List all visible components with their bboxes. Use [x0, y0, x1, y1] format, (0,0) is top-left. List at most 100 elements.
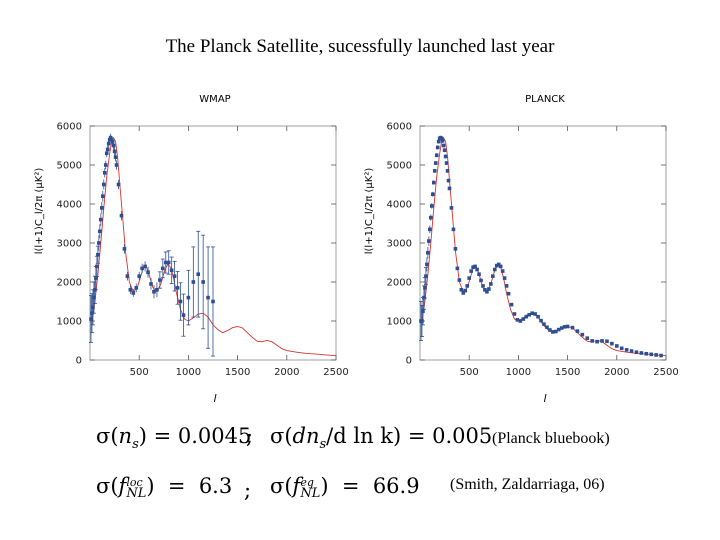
- data-point: [545, 325, 549, 330]
- data-point: [424, 274, 428, 278]
- y-tick-label: 3000: [387, 239, 412, 250]
- data-point: [97, 241, 101, 245]
- data-point: [114, 163, 119, 167]
- data-point: [459, 288, 464, 292]
- data-point: [498, 264, 503, 269]
- data-point: [113, 155, 118, 159]
- data-point: [143, 264, 147, 269]
- data-point: [504, 284, 509, 288]
- data-point: [178, 299, 183, 304]
- data-point: [605, 339, 609, 344]
- data-point: [585, 336, 590, 340]
- eq-tail: /d ln k) = 0.005: [326, 424, 493, 448]
- data-point: [100, 206, 104, 210]
- data-point: [590, 339, 594, 343]
- data-point: [423, 286, 427, 290]
- data-point: [201, 280, 205, 284]
- data-point: [639, 351, 644, 355]
- data-point: [206, 295, 210, 300]
- data-point: [445, 169, 450, 173]
- eq-sub: NL: [126, 485, 147, 501]
- data-point: [101, 182, 106, 187]
- eq-sub: s: [319, 437, 327, 453]
- data-point: [556, 327, 561, 332]
- eq-head: σ(: [96, 424, 119, 448]
- data-point: [175, 286, 180, 290]
- data-point: [610, 341, 614, 346]
- data-point: [500, 269, 505, 273]
- x-tick-label: 500: [130, 367, 149, 378]
- x-tick-label: 2500: [653, 367, 678, 378]
- data-point: [91, 305, 95, 310]
- x-tick-label: 2000: [274, 367, 299, 378]
- data-point: [487, 287, 491, 291]
- y-tick-label: 6000: [57, 122, 82, 133]
- y-tick-label: 3000: [57, 239, 82, 250]
- data-point: [95, 264, 99, 269]
- data-point: [436, 139, 441, 144]
- data-point: [465, 284, 470, 288]
- data-point: [492, 267, 497, 272]
- eq-head: σ(: [270, 474, 293, 498]
- data-point: [453, 247, 458, 251]
- data-point: [447, 186, 452, 191]
- data-point: [481, 284, 485, 288]
- chart-title: WMAP: [199, 94, 230, 105]
- data-point: [112, 149, 117, 154]
- data-point: [467, 276, 471, 280]
- x-tick-label: 2000: [604, 367, 629, 378]
- data-point: [111, 143, 116, 148]
- data-point: [539, 318, 543, 323]
- data-point: [548, 328, 552, 332]
- data-point: [429, 215, 433, 220]
- slide-title: The Planck Satellite, sucessfully launch…: [165, 36, 555, 57]
- data-point: [463, 288, 468, 293]
- plot-area: 0 1000 2000 3000 4000 5000 6000 500 1000 1500 2000…: [57, 122, 348, 379]
- data-point: [146, 270, 150, 275]
- data-point: [512, 312, 517, 316]
- data-point: [629, 349, 634, 353]
- data-point: [551, 330, 555, 334]
- y-tick-label: 5000: [387, 161, 412, 172]
- data-point: [181, 313, 186, 317]
- data-point: [102, 171, 107, 175]
- data-point: [536, 314, 540, 319]
- y-tick-label: 5000: [57, 161, 82, 172]
- data-point: [119, 213, 124, 218]
- data-point: [654, 353, 658, 357]
- eq-var: f: [292, 474, 301, 498]
- data-point: [431, 180, 436, 185]
- data-point: [107, 137, 112, 142]
- eq-sub: NL: [300, 485, 321, 501]
- data-point: [518, 319, 523, 323]
- data-point: [575, 329, 580, 333]
- y-axis-label-text: l(l+1)C_l/2π (μK²): [34, 168, 45, 255]
- data-point: [496, 262, 501, 267]
- data-point: [155, 288, 159, 292]
- y-tick-label: 2000: [57, 278, 82, 289]
- y-tick-label: 1000: [387, 317, 412, 328]
- data-point: [473, 264, 477, 269]
- y-tick-label: 0: [406, 356, 412, 367]
- data-point: [433, 161, 438, 165]
- data-point: [434, 153, 439, 158]
- data-point: [649, 352, 654, 357]
- data-point: [533, 312, 537, 316]
- data-point: [426, 250, 430, 255]
- data-point: [191, 280, 196, 284]
- data-point: [122, 247, 127, 251]
- data-point: [92, 295, 96, 300]
- eq-sup: eq: [300, 475, 314, 489]
- data-point: [131, 291, 136, 295]
- y-tick-label: 4000: [387, 200, 412, 211]
- data-point: [477, 272, 481, 276]
- equation-sigma-fnl-equilateral: σ(f eq NL) = 66.9: [270, 474, 420, 501]
- data-point: [108, 135, 113, 140]
- data-point: [461, 291, 466, 295]
- data-point: [542, 322, 546, 326]
- data-point: [109, 137, 114, 142]
- data-point: [494, 263, 499, 268]
- data-point: [100, 194, 105, 198]
- data-point: [440, 139, 445, 143]
- data-point: [600, 339, 604, 343]
